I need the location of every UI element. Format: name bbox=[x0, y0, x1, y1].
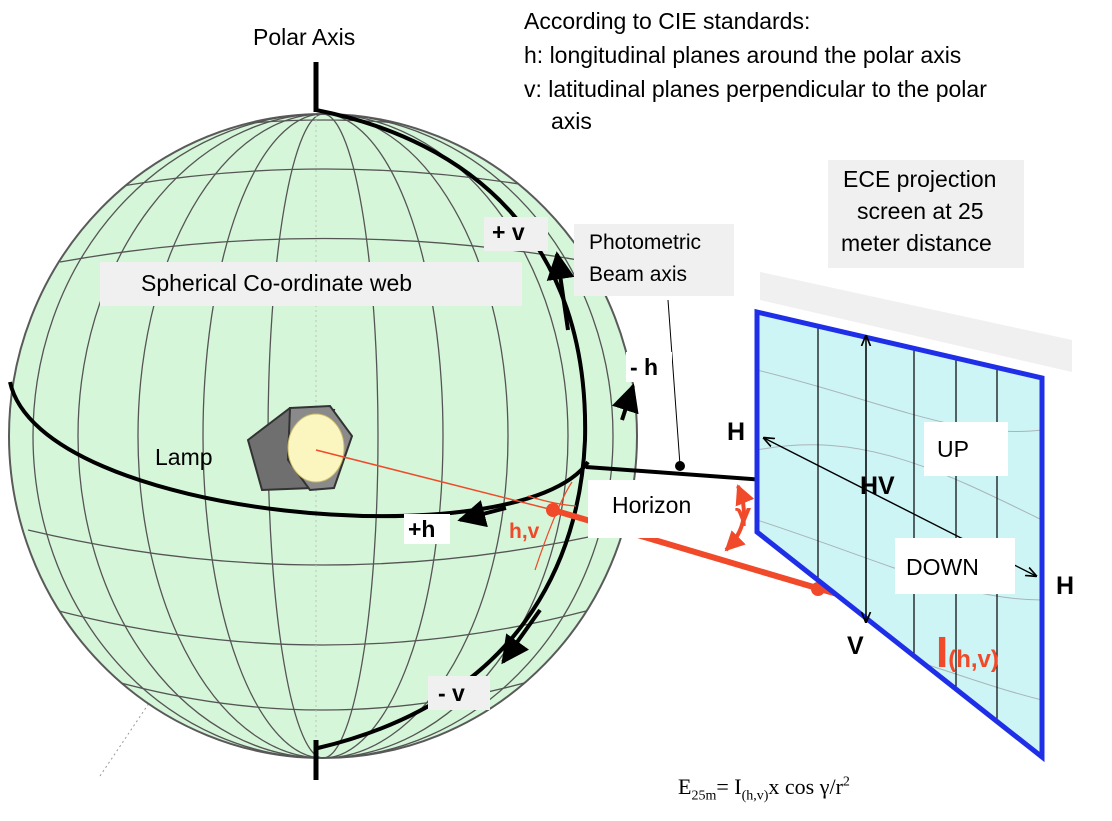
polar-axis-label: Polar Axis bbox=[253, 24, 356, 50]
intensity-main: I bbox=[936, 628, 949, 677]
lamp-label: Lamp bbox=[155, 444, 213, 470]
gamma-arc bbox=[724, 484, 755, 552]
label-bg-ece bbox=[828, 160, 1024, 268]
cie-h-definition: h: longitudinal planes around the polar … bbox=[524, 42, 962, 68]
ece-label-line1: ECE projection bbox=[843, 166, 997, 192]
photometric-label-line1: Photometric bbox=[589, 231, 702, 254]
h-label-right: H bbox=[1056, 572, 1075, 600]
projection-screen bbox=[754, 272, 1072, 763]
label-bg-horizon bbox=[588, 480, 724, 538]
label-bg-photometric bbox=[574, 224, 734, 296]
label-bg-minus-h bbox=[626, 352, 672, 382]
cie-title: According to CIE standards: bbox=[524, 8, 811, 34]
formula-e-sub: 25m bbox=[691, 788, 717, 804]
plus-v-label: + v bbox=[492, 219, 525, 245]
ece-label-line3: meter distance bbox=[841, 230, 992, 256]
v-label: V bbox=[847, 632, 864, 660]
formula-i-sub: (h,v) bbox=[741, 788, 769, 804]
equator-line bbox=[8, 381, 590, 519]
web-label: Spherical Co-ordinate web bbox=[141, 270, 413, 296]
latitude-arc bbox=[315, 108, 588, 750]
plus-h-label: +h bbox=[408, 516, 436, 542]
red-ray bbox=[315, 449, 554, 511]
label-bg-web bbox=[100, 262, 522, 306]
formula-sup: 2 bbox=[842, 774, 850, 790]
ece-label-line2: screen at 25 bbox=[857, 198, 984, 224]
hv-point-label: h,v bbox=[509, 520, 540, 543]
minus-v-label: - v bbox=[438, 680, 465, 706]
illuminance-formula: E25m= I(h,v)x cos γ/r2 bbox=[678, 774, 850, 804]
minus-h-arrow bbox=[611, 383, 639, 421]
plus-h-arrow bbox=[457, 500, 507, 528]
gamma-label: γ bbox=[735, 499, 752, 527]
h-label-left: H bbox=[727, 418, 746, 446]
label-bg-minus-v bbox=[428, 676, 490, 710]
photometric-label-line2: Beam axis bbox=[589, 263, 688, 286]
intensity-sub: (h,v) bbox=[948, 646, 999, 673]
minus-h-label: - h bbox=[630, 354, 659, 380]
minus-v-arrow bbox=[501, 608, 542, 665]
label-bg-up bbox=[924, 422, 1008, 476]
formula-eq: = I bbox=[716, 774, 742, 799]
cie-v-definition-line1: v: latitudinal planes perpendicular to t… bbox=[524, 76, 987, 102]
formula-mid: x cos γ/r bbox=[768, 774, 843, 799]
up-label: UP bbox=[937, 436, 969, 462]
intensity-label: I(h,v) bbox=[936, 628, 999, 679]
photometric-leader bbox=[667, 299, 681, 466]
lamp-icon bbox=[246, 404, 354, 492]
horizon-label: Horizon bbox=[612, 492, 692, 518]
cie-v-definition-line2: axis bbox=[551, 108, 592, 134]
label-bg-plus-h bbox=[404, 514, 450, 544]
plus-v-arrow bbox=[546, 251, 575, 331]
label-bg-plus-v bbox=[484, 217, 548, 251]
down-label: DOWN bbox=[906, 554, 979, 580]
formula-e: E bbox=[678, 774, 692, 799]
hv-label: HV bbox=[860, 472, 895, 500]
label-bg-down bbox=[895, 538, 1015, 594]
